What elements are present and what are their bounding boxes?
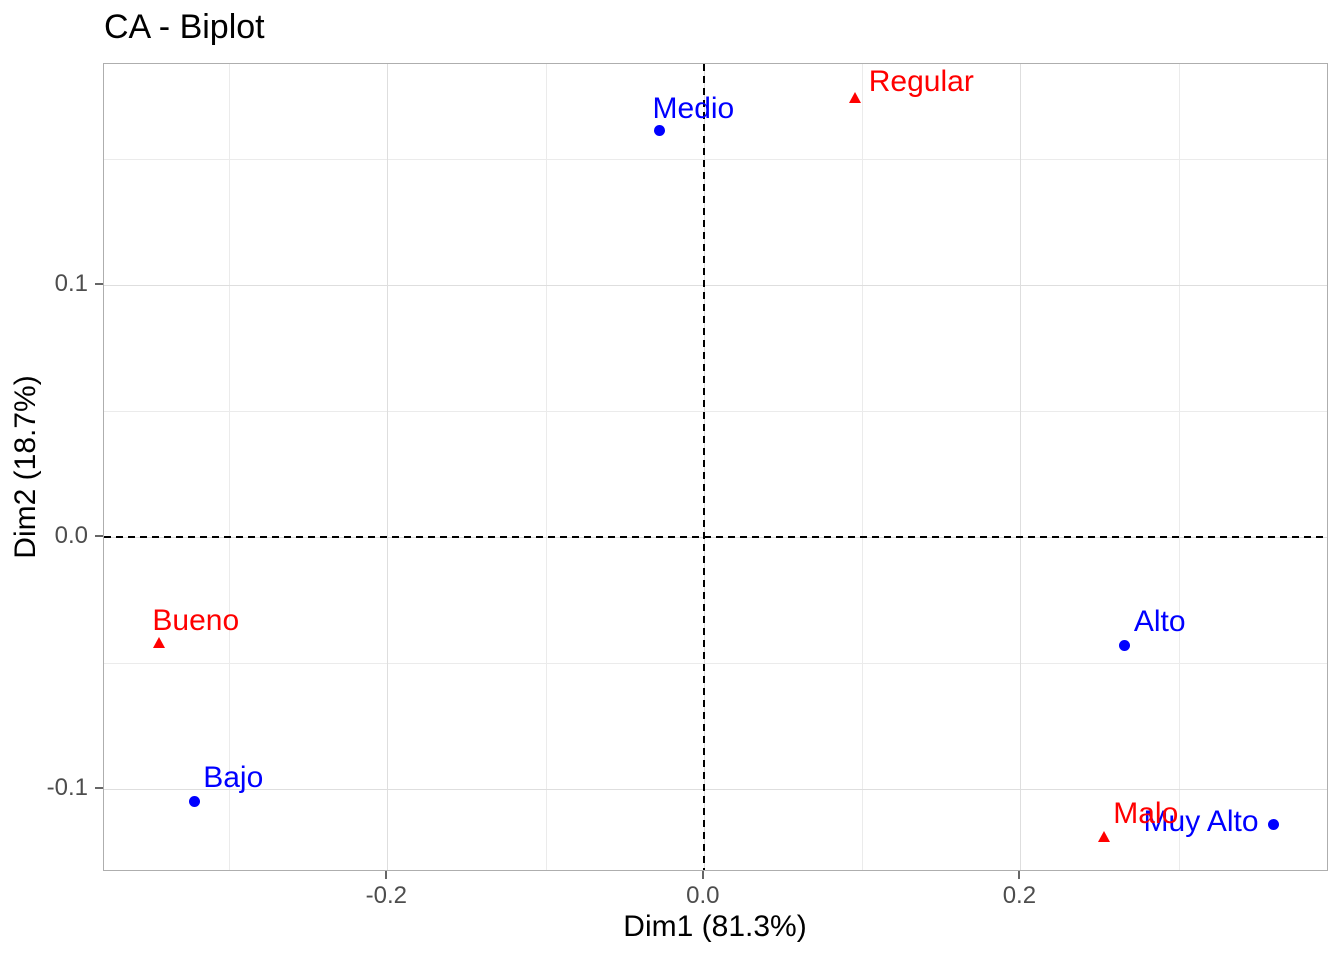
y-axis-tick	[95, 282, 103, 285]
point-label: Regular	[868, 65, 974, 99]
y-axis-title: Dim2 (18.7%)	[9, 375, 42, 559]
x-axis-tick	[385, 871, 388, 879]
plot-title: CA - Biplot	[104, 8, 265, 46]
data-point-circle	[1119, 639, 1131, 651]
y-tick-label: -0.1	[46, 773, 88, 801]
x-tick-label: 0.0	[686, 882, 720, 909]
point-label: Alto	[1133, 605, 1186, 639]
x-axis-title: Dim1 (81.3%)	[623, 910, 807, 943]
x-axis-tick	[1018, 871, 1021, 879]
point-label: Muy Alto	[1143, 805, 1259, 839]
series-rows: Medio Bajo Alto Muy Alto	[104, 64, 1327, 870]
data-point-triangle	[849, 92, 862, 104]
point-label: Malo	[1113, 796, 1179, 830]
x-tick-label: -0.2	[365, 882, 407, 909]
plot-panel: Medio Bajo Alto Muy Alto Regular Bueno Malo	[103, 63, 1328, 871]
series-columns: Regular Bueno Malo	[104, 64, 1327, 870]
data-point-circle	[188, 795, 200, 807]
y-tick-label: 0.0	[54, 521, 88, 549]
point-label: Bajo	[203, 761, 264, 795]
y-axis-tick	[95, 786, 103, 789]
y-axis-tick	[95, 534, 103, 537]
x-tick-label: 0.2	[1002, 882, 1037, 909]
data-point-triangle	[152, 636, 165, 648]
point-label: Medio	[652, 91, 735, 125]
y-tick-label: 0.1	[54, 269, 88, 297]
data-point-circle	[654, 125, 666, 137]
data-point-circle	[1268, 818, 1280, 830]
data-point-triangle	[1097, 830, 1110, 842]
point-label: Bueno	[152, 603, 240, 637]
x-axis-tick	[701, 871, 704, 879]
